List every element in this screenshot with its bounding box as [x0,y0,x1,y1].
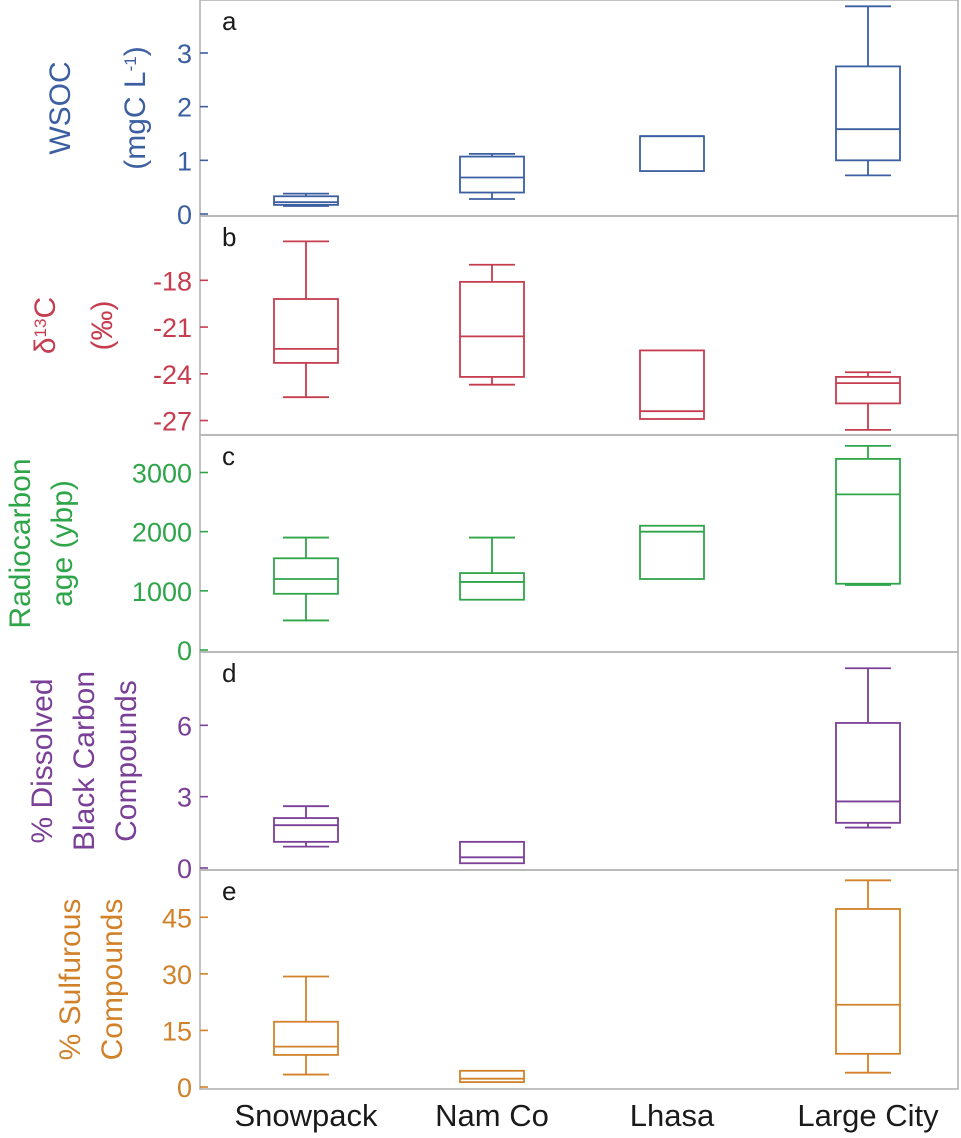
box-iqr [835,908,901,1055]
y-tick-label: 3 [177,39,192,69]
box-large-city [835,667,901,829]
box-iqr [835,65,901,162]
y-axis-label-main: % Sulfurous [54,899,87,1061]
y-tick-label: 0 [177,1073,192,1103]
panel-letter-e: e [222,876,236,906]
box-lhasa [639,135,705,172]
y-axis-label-unit: (‰) [86,301,119,351]
box-iqr [273,817,339,843]
y-tick-label: 1 [177,146,192,176]
box-snowpack [273,192,339,207]
box-snowpack [273,805,339,848]
panel-letter-b: b [222,222,236,252]
chart-panels: a 0 1 2 3 WSOC (mgC L-1) b -18 -21 -24 -27 δ13C (‰) c 0… [4,0,959,1103]
y-tick-label: -27 [153,407,192,437]
box-iqr [459,572,525,601]
box-iqr [459,280,525,378]
box-lhasa [639,524,705,580]
panel-e-frame [199,869,959,1090]
box-iqr [459,840,525,865]
y-tick-label: 0 [177,854,192,884]
y-axis-label-main: Radiocarbon [4,458,37,628]
y-tick-label: 30 [162,960,192,990]
y-axis-label-main: WSOC [44,61,77,154]
box-snowpack [273,240,339,399]
box-iqr [459,155,525,194]
box-iqr [273,195,339,206]
y-axis-label-unit: age (ybp) [46,480,79,607]
box-nam-co [459,263,525,386]
y-tick-label: -21 [153,313,192,343]
y-tick-label: 6 [177,711,192,741]
x-category-label: Snowpack [234,1098,378,1133]
y-axis-label-unit: (mgC L-1) [119,46,152,169]
panel-letter-a: a [222,6,237,36]
box-iqr [835,722,901,824]
panel-letter-d: d [222,658,236,688]
y-tick-label: 0 [177,200,192,230]
y-axis-label-unit: Compounds [110,680,143,842]
box-large-city [835,879,901,1074]
box-iqr [835,457,901,585]
box-snowpack [273,975,339,1076]
box-nam-co [459,1069,525,1083]
box-nam-co [459,152,525,200]
panel-e: e 0 15 30 45 % Sulfurous Compounds [54,869,959,1103]
box-large-city [835,5,901,177]
box-iqr [273,298,339,364]
panel-c: c 0 1000 2000 3000 Radiocarbon age (ybp) [4,434,959,666]
y-axis-label-main: % Dissolved [26,678,59,843]
box-iqr [459,1069,525,1083]
y-tick-label: 3 [177,783,192,813]
y-tick-label: 2000 [132,518,192,548]
box-iqr [639,349,705,420]
box-snowpack [273,536,339,622]
y-tick-label: 1000 [132,577,192,607]
y-tick-label: 3000 [132,459,192,489]
panel-a: a 0 1 2 3 WSOC (mgC L-1) [44,0,959,230]
y-axis-label-unit: Compounds [96,899,129,1061]
box-lhasa [639,349,705,420]
x-category-label: Large City [797,1098,939,1133]
category-axis-labels: Snowpack Nam Co Lhasa Large City [234,1098,939,1133]
box-large-city [835,371,901,431]
y-tick-label: -24 [153,360,192,390]
box-nam-co [459,536,525,601]
panel-b: b -18 -21 -24 -27 δ13C (‰) [29,215,959,437]
panel-a-frame [199,0,959,217]
panel-c-frame [199,434,959,653]
panel-d: d 0 3 6 % Dissolved Black Carbon Compounds [26,651,959,884]
y-axis-label-line2: Black Carbon [68,671,101,851]
box-iqr [639,524,705,580]
panel-b-frame [199,215,959,436]
x-category-label: Nam Co [435,1098,549,1133]
y-tick-label: 0 [177,636,192,666]
box-iqr [273,557,339,595]
box-iqr [835,376,901,405]
y-tick-label: 2 [177,93,192,123]
x-category-label: Lhasa [630,1098,715,1133]
panel-d-frame [199,651,959,871]
box-iqr [639,135,705,172]
y-tick-label: -18 [153,266,192,296]
y-tick-label: 15 [162,1016,192,1046]
box-large-city [835,444,901,586]
panel-letter-c: c [222,441,235,471]
box-nam-co [459,840,525,865]
box-iqr [273,1020,339,1056]
y-axis-label-main: δ13C [29,297,62,354]
y-tick-label: 45 [162,903,192,933]
